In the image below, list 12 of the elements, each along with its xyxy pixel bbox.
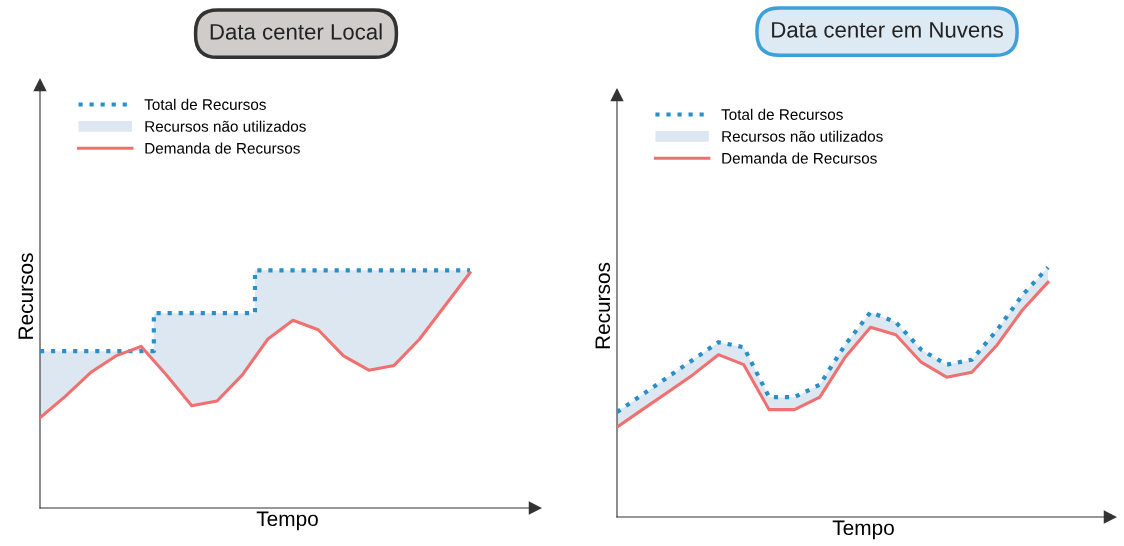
legend-label: Demanda de Recursos — [722, 152, 877, 164]
legend-label: Total de Recursos — [144, 98, 266, 110]
x-axis-title: Tempo — [832, 520, 894, 540]
legend-label: Recursos não utilizados — [145, 120, 306, 132]
legend-label: Recursos não utilizados — [722, 130, 883, 142]
x-axis-title: Tempo — [256, 511, 318, 531]
chart-title: Data center em Nuvens — [772, 22, 1003, 38]
legend-label: Total de Recursos — [721, 108, 843, 120]
y-axis-title: Recursos — [18, 253, 34, 339]
y-axis-title: Recursos — [595, 262, 611, 349]
chart-title: Data center Local — [210, 23, 382, 40]
legend-label: Demanda de Recursos — [145, 142, 300, 154]
